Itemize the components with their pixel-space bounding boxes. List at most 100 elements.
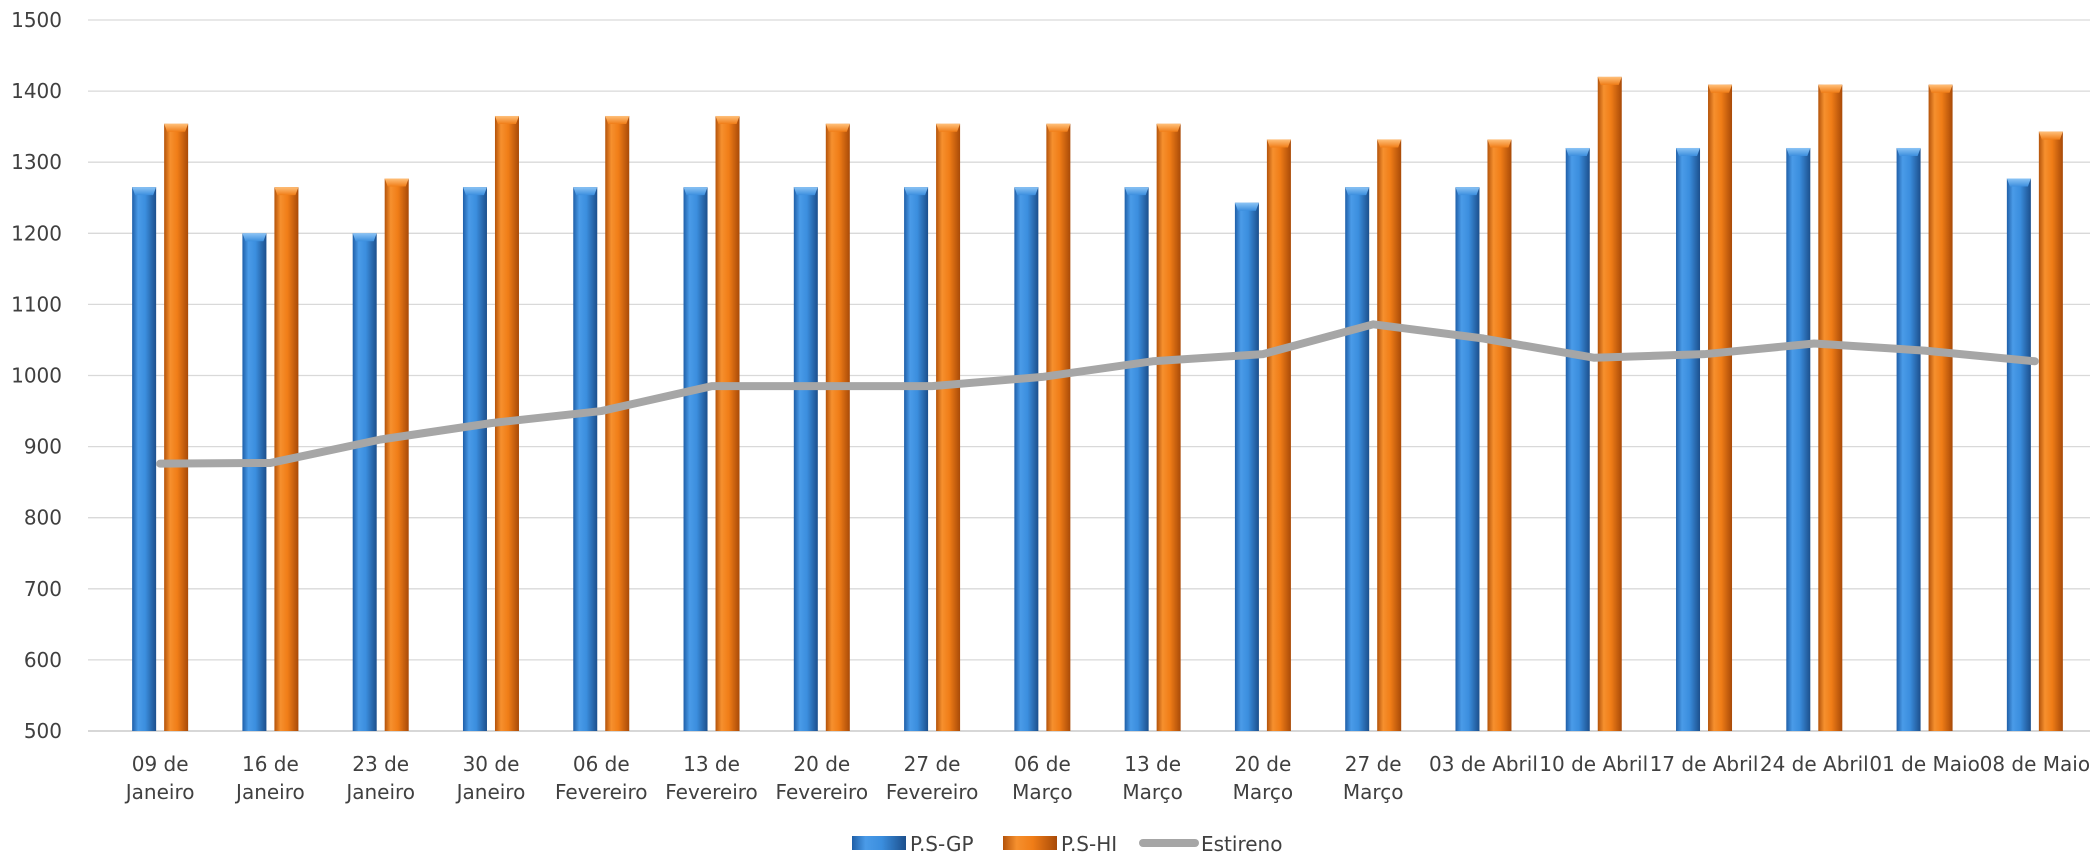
x-axis: 09 de Janeiro 16 de Janeiro 23 de Janeiro 30 d… xyxy=(124,752,2090,804)
legend-estireno-label: Estireno xyxy=(1201,832,1282,855)
bar-ps-hi-top xyxy=(825,123,850,132)
legend-ps-gp-label: P.S-GP xyxy=(910,832,974,855)
bars-layer xyxy=(132,76,2063,732)
bar-ps-hi xyxy=(936,123,961,731)
y-tick-label: 900 xyxy=(24,435,62,459)
x-tick-label: 06 de Março xyxy=(1012,752,1073,804)
bar-ps-gp-top xyxy=(1124,187,1149,196)
bar-ps-hi-top xyxy=(1708,84,1733,93)
bar-ps-hi xyxy=(2038,131,2063,731)
x-tick-label: 06 de Fevereiro xyxy=(555,752,648,804)
bar-ps-hi-top xyxy=(1377,139,1402,148)
bar-ps-hi xyxy=(164,123,189,731)
bar-ps-gp-top xyxy=(904,187,929,196)
bar-ps-gp xyxy=(1014,187,1039,731)
bar-ps-hi xyxy=(715,115,740,732)
bar-ps-hi-top xyxy=(164,123,189,132)
bar-ps-gp-top xyxy=(793,187,818,196)
bar-ps-gp-top xyxy=(1014,187,1039,196)
bar-ps-gp-top xyxy=(1676,147,1701,156)
bar-ps-gp xyxy=(1676,147,1701,732)
y-axis: 500 600 700 800 900 1000 1100 1200 1300 1400 1500 xyxy=(11,8,62,743)
legend-ps-gp-swatch xyxy=(852,836,906,850)
bar-ps-gp-top xyxy=(1455,187,1480,196)
x-tick-label: 03 de Abril xyxy=(1429,752,1538,776)
bar-ps-hi-top xyxy=(1597,76,1622,85)
line-layer xyxy=(156,320,2039,468)
bar-ps-gp xyxy=(1124,187,1149,731)
bar-ps-gp-top xyxy=(242,233,267,242)
bar-ps-gp-top xyxy=(2006,178,2031,187)
bar-ps-gp-top xyxy=(352,233,377,242)
bar-ps-hi-top xyxy=(936,123,961,132)
bar-ps-gp xyxy=(2006,178,2031,732)
bar-ps-hi xyxy=(1597,76,1622,731)
x-tick-label: 16 de Janeiro xyxy=(234,752,305,804)
bar-ps-gp xyxy=(1455,187,1480,731)
x-tick-label: 24 de Abril xyxy=(1760,752,1869,776)
legend-ps-hi-swatch xyxy=(1003,836,1057,850)
bar-ps-gp xyxy=(793,187,818,731)
bar-ps-hi-top xyxy=(1818,84,1843,93)
bar-ps-hi xyxy=(1708,84,1733,732)
y-tick-label: 1200 xyxy=(11,221,62,245)
bar-ps-gp xyxy=(1896,147,1921,732)
y-tick-label: 600 xyxy=(24,648,62,672)
bar-ps-hi xyxy=(1377,139,1402,731)
x-tick-label: 30 de Janeiro xyxy=(455,752,526,804)
bar-ps-hi-top xyxy=(1928,84,1953,93)
bar-ps-gp-top xyxy=(1786,147,1811,156)
bar-ps-gp xyxy=(352,233,377,732)
y-tick-label: 1500 xyxy=(11,8,62,32)
bar-ps-hi xyxy=(1818,84,1843,732)
x-tick-label: 20 de Fevereiro xyxy=(776,752,869,804)
x-tick-label: 13 de Março xyxy=(1122,752,1183,804)
y-tick-label: 1000 xyxy=(11,364,62,388)
x-tick-label: 01 de Maio xyxy=(1869,752,1979,776)
bar-ps-gp-top xyxy=(462,187,487,196)
bar-ps-gp xyxy=(683,187,708,731)
y-tick-label: 1300 xyxy=(11,150,62,174)
x-tick-label: 27 de Março xyxy=(1343,752,1404,804)
bar-ps-gp xyxy=(573,187,598,731)
bar-ps-hi-top xyxy=(1266,139,1291,148)
bar-ps-hi-top xyxy=(1046,123,1071,132)
bar-ps-gp xyxy=(1786,147,1811,732)
bar-ps-hi-top xyxy=(274,187,299,196)
bar-ps-gp xyxy=(904,187,929,731)
bar-ps-gp xyxy=(132,187,157,731)
bar-ps-hi-top xyxy=(494,115,519,124)
bar-ps-hi-top xyxy=(384,178,409,187)
x-tick-label: 08 de Maio xyxy=(1980,752,2090,776)
y-tick-label: 700 xyxy=(24,577,62,601)
x-tick-label: 09 de Janeiro xyxy=(124,752,195,804)
bar-ps-hi-top xyxy=(1156,123,1181,132)
bar-ps-gp-top xyxy=(1234,202,1259,211)
bar-ps-gp-top xyxy=(1896,147,1921,156)
x-tick-label: 27 de Fevereiro xyxy=(886,752,979,804)
legend: P.S-GP P.S-HI Estireno xyxy=(852,832,1282,856)
bar-ps-hi xyxy=(1928,84,1953,732)
bar-ps-gp-top xyxy=(1565,147,1590,156)
x-tick-label: 13 de Fevereiro xyxy=(665,752,758,804)
bar-ps-gp-top xyxy=(1345,187,1370,196)
bar-ps-gp xyxy=(1234,202,1259,732)
x-tick-label: 20 de Março xyxy=(1233,752,1294,804)
y-tick-label: 1100 xyxy=(11,292,62,316)
x-tick-label: 10 de Abril xyxy=(1539,752,1648,776)
bar-ps-hi xyxy=(1487,139,1512,731)
x-tick-label: 17 de Abril xyxy=(1650,752,1759,776)
y-tick-label: 800 xyxy=(24,506,62,530)
grid-layer xyxy=(88,19,2090,732)
line-estireno xyxy=(156,320,2039,468)
bar-ps-hi-top xyxy=(605,115,630,124)
bar-ps-hi xyxy=(605,115,630,732)
bar-ps-hi-top xyxy=(2038,131,2063,140)
bar-ps-gp xyxy=(242,233,267,732)
bar-ps-gp xyxy=(462,187,487,731)
bar-ps-gp-top xyxy=(683,187,708,196)
bar-ps-hi-top xyxy=(715,115,740,124)
bar-ps-hi xyxy=(825,123,850,731)
